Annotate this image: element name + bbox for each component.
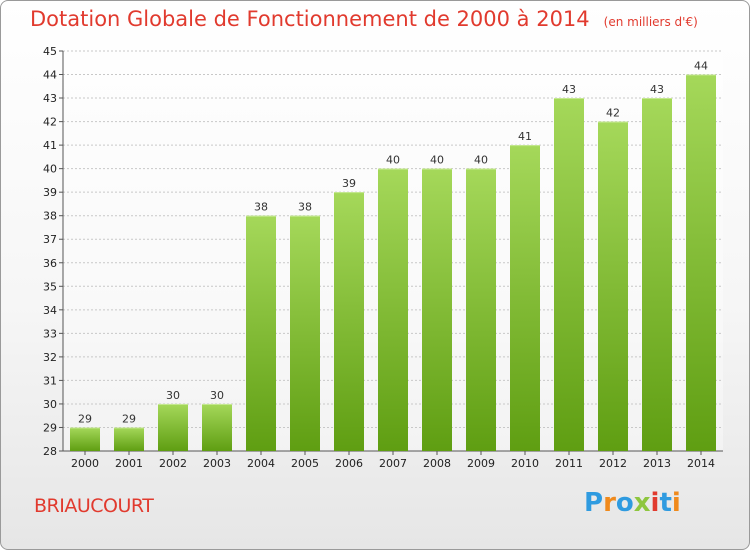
logo-letter: x (633, 488, 651, 518)
y-tick-label: 36 (43, 257, 57, 270)
x-tick-label: 2006 (335, 457, 363, 470)
y-tick-label: 30 (43, 398, 57, 411)
commune-name: BRIAUCOURT (34, 495, 154, 517)
y-tick-label: 32 (43, 351, 57, 364)
bar-value-label: 39 (342, 177, 356, 190)
bar-value-label: 44 (694, 60, 708, 73)
bar (114, 427, 144, 451)
bar-value-label: 43 (650, 83, 664, 96)
bar (334, 192, 364, 452)
bar (598, 121, 628, 452)
bar (422, 168, 452, 451)
bar-value-label: 30 (210, 389, 224, 402)
x-tick-label: 2008 (423, 457, 451, 470)
x-tick-label: 2013 (643, 457, 671, 470)
y-tick-label: 39 (43, 186, 57, 199)
bar (642, 98, 672, 451)
logo-letter: r (603, 488, 616, 518)
bar (246, 215, 276, 451)
bar-value-label: 43 (562, 83, 576, 96)
x-tick-label: 2007 (379, 457, 407, 470)
y-tick-label: 29 (43, 421, 57, 434)
x-tick-label: 2002 (159, 457, 187, 470)
bar-value-label: 38 (254, 201, 268, 214)
y-tick-label: 28 (43, 445, 57, 458)
logo-letter: t (659, 488, 672, 518)
x-tick-label: 2004 (247, 457, 275, 470)
y-tick-label: 41 (43, 139, 57, 152)
y-tick-label: 44 (43, 69, 57, 82)
x-tick-label: 2005 (291, 457, 319, 470)
x-tick-label: 2003 (203, 457, 231, 470)
bar (510, 145, 540, 451)
bar-value-label: 42 (606, 107, 620, 120)
bar (158, 403, 188, 451)
logo-letter: i (671, 488, 681, 518)
bar (466, 168, 496, 451)
proxiti-logo: Proxiti (584, 488, 681, 518)
x-tick-label: 2011 (555, 457, 583, 470)
bar-value-label: 38 (298, 201, 312, 214)
y-tick-label: 38 (43, 210, 57, 223)
y-tick-label: 33 (43, 327, 57, 340)
y-tick-label: 34 (43, 304, 57, 317)
y-tick-label: 40 (43, 163, 57, 176)
bar-value-label: 41 (518, 130, 532, 143)
logo-letter: o (615, 488, 634, 518)
x-tick-label: 2014 (687, 457, 715, 470)
x-tick-label: 2012 (599, 457, 627, 470)
y-tick-label: 31 (43, 374, 57, 387)
y-tick-label: 42 (43, 116, 57, 129)
bar-value-label: 29 (78, 412, 92, 425)
chart-title: Dotation Globale de Fonctionnement de 20… (30, 7, 698, 31)
bar (202, 403, 232, 451)
bar-value-label: 40 (430, 154, 444, 167)
y-tick-label: 37 (43, 233, 57, 246)
bar (686, 74, 716, 451)
bar (70, 427, 100, 451)
bar-value-label: 40 (386, 154, 400, 167)
bar-value-label: 29 (122, 412, 136, 425)
bar-value-label: 40 (474, 154, 488, 167)
y-tick-label: 45 (43, 45, 57, 58)
logo-letter: i (650, 488, 660, 518)
x-tick-label: 2009 (467, 457, 495, 470)
bar-value-label: 30 (166, 389, 180, 402)
y-tick-label: 43 (43, 92, 57, 105)
y-tick-label: 35 (43, 280, 57, 293)
bar (554, 98, 584, 451)
chart-unit: (en milliers d'€) (603, 15, 698, 29)
bar (378, 168, 408, 451)
x-tick-label: 2010 (511, 457, 539, 470)
bar (290, 215, 320, 451)
logo-letter: P (584, 488, 604, 518)
chart-title-text: Dotation Globale de Fonctionnement de 20… (30, 7, 590, 31)
x-tick-label: 2001 (115, 457, 143, 470)
x-tick-label: 2000 (71, 457, 99, 470)
